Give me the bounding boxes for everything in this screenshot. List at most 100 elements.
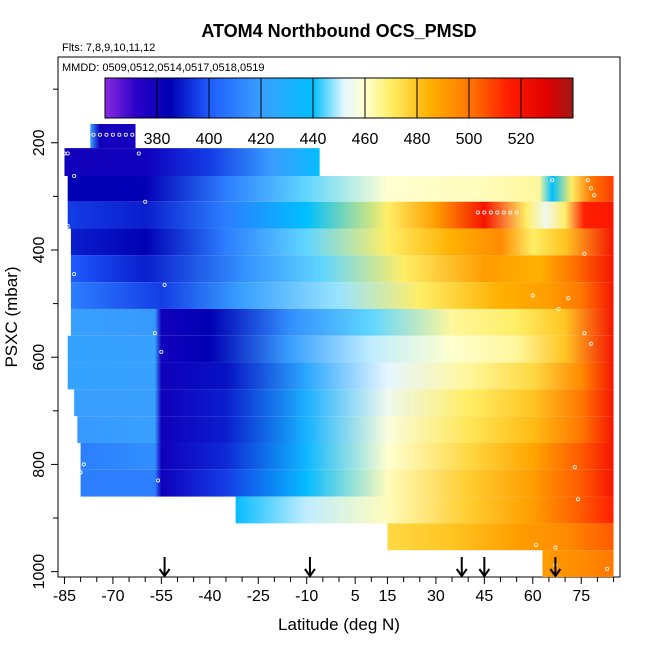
- x-tick-label: -25: [247, 588, 270, 605]
- colorbar-tick-label: 460: [352, 131, 379, 148]
- heatmap-band: [64, 148, 320, 177]
- x-tick-label: 75: [572, 588, 590, 605]
- colorbar-tick-label: 480: [404, 131, 431, 148]
- heatmap-bands: [64, 124, 614, 577]
- observation-marker: [91, 132, 96, 137]
- observation-marker: [582, 331, 587, 336]
- observation-marker: [81, 462, 86, 467]
- y-axis-label: PSXC (mbar): [2, 266, 21, 367]
- observation-marker: [130, 132, 135, 137]
- x-tick-label: 60: [524, 588, 542, 605]
- colorbar-tick-label: 500: [456, 131, 483, 148]
- observation-marker: [537, 564, 542, 569]
- y-tick-label: 200: [31, 129, 48, 156]
- colorbar-tick-label: 420: [248, 131, 275, 148]
- observation-marker: [582, 251, 587, 256]
- observation-marker: [530, 293, 535, 298]
- observation-marker: [97, 132, 102, 137]
- x-tick-label: -55: [150, 588, 173, 605]
- heatmap-band: [67, 362, 614, 390]
- heatmap-band: [74, 389, 614, 417]
- heatmap-band: [67, 335, 614, 363]
- observation-marker: [72, 272, 77, 277]
- colorbar-tick-label: 520: [508, 131, 535, 148]
- x-tick-label: -40: [198, 588, 221, 605]
- observation-marker: [136, 151, 141, 156]
- heatmap-band: [235, 496, 614, 524]
- observation-marker: [576, 497, 581, 502]
- x-axis: -85 -70 -55 -40 -25 -10 5 15 30 45 60 75: [53, 577, 615, 605]
- flights-note: Flts: 7,8,9,10,11,12: [62, 42, 155, 54]
- colorbar-tick-label: 400: [196, 131, 223, 148]
- heatmap-band: [70, 255, 614, 283]
- observation-marker: [592, 193, 597, 198]
- observation-marker: [156, 478, 161, 483]
- x-tick-label: 5: [351, 588, 360, 605]
- dates-note: MMDD: 0509,0512,0514,0517,0518,0519: [62, 62, 264, 74]
- observation-marker: [501, 210, 506, 215]
- observation-marker: [65, 223, 70, 228]
- observation-marker: [488, 210, 493, 215]
- chart-title: ATOM4 Northbound OCS_PMSD: [201, 21, 476, 41]
- observation-marker: [162, 282, 167, 287]
- observation-marker: [550, 178, 555, 183]
- x-tick-label: 15: [379, 588, 397, 605]
- observation-marker: [143, 199, 148, 204]
- observation-marker: [605, 566, 610, 571]
- x-tick-label: 30: [427, 588, 445, 605]
- observation-marker: [159, 349, 164, 354]
- observation-marker: [123, 132, 128, 137]
- observation-markers: [62, 132, 610, 571]
- y-axis: 200 400 600 800 1000: [31, 88, 58, 590]
- observation-marker: [495, 210, 500, 215]
- observation-marker: [588, 186, 593, 191]
- observation-marker: [556, 306, 561, 311]
- colorbar-gradient: [104, 77, 574, 119]
- observation-marker: [482, 210, 487, 215]
- x-tick-label: 45: [475, 588, 493, 605]
- y-tick-label: 800: [31, 451, 48, 478]
- observation-marker: [475, 210, 480, 215]
- heatmap-band: [70, 282, 614, 309]
- observation-marker: [110, 132, 115, 137]
- heatmap-band: [387, 523, 614, 551]
- observation-marker: [588, 341, 593, 346]
- y-tick-label: 1000: [31, 554, 48, 590]
- heatmap-band: [70, 228, 614, 256]
- x-tick-label: -10: [295, 588, 318, 605]
- location-arrows: [158, 557, 562, 578]
- observation-marker: [72, 174, 77, 179]
- observation-marker: [514, 210, 519, 215]
- heatmap-band: [80, 469, 614, 497]
- x-axis-label: Latitude (deg N): [278, 615, 400, 634]
- heatmap-band: [80, 442, 614, 470]
- colorbar-tick-label: 380: [144, 131, 171, 148]
- heatmap-band: [67, 201, 614, 229]
- observation-marker: [65, 151, 70, 156]
- location-arrow: [304, 557, 316, 578]
- observation-marker: [117, 132, 122, 137]
- observation-marker: [534, 542, 539, 547]
- observation-marker: [62, 368, 67, 373]
- x-tick-label: -85: [53, 588, 76, 605]
- observation-marker: [566, 296, 571, 301]
- heatmap-band: [77, 416, 614, 443]
- colorbar: 380 400 420 440 460 480 500 520: [104, 77, 574, 148]
- observation-marker: [104, 132, 109, 137]
- location-arrow: [478, 557, 491, 578]
- location-arrow: [455, 557, 468, 578]
- observation-marker: [152, 331, 157, 336]
- heatmap-band: [70, 308, 614, 336]
- y-tick-label: 600: [31, 344, 48, 371]
- heatmap-band: [67, 176, 614, 202]
- location-arrow: [158, 557, 171, 578]
- y-tick-label: 400: [31, 237, 48, 264]
- observation-marker: [585, 178, 590, 183]
- observation-marker: [553, 545, 558, 550]
- colorbar-tick-label: 440: [300, 131, 327, 148]
- observation-marker: [572, 465, 577, 470]
- observation-marker: [508, 210, 513, 215]
- location-arrow: [549, 557, 562, 578]
- x-tick-label: -70: [101, 588, 124, 605]
